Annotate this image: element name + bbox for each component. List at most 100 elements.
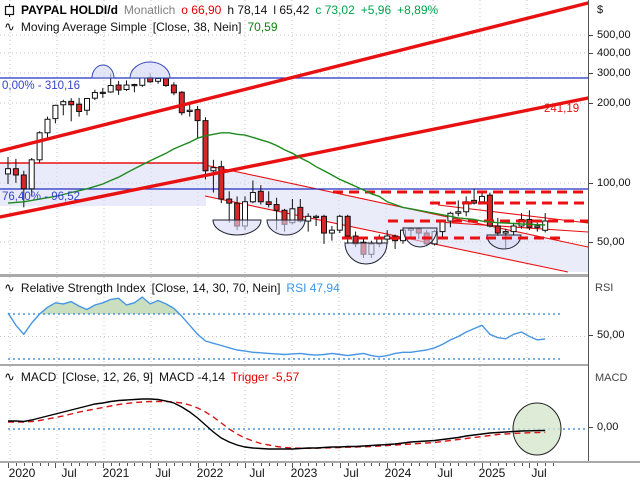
time-tick-mark	[173, 463, 175, 466]
time-tick-mark	[31, 463, 33, 466]
indicator-wave-icon: ∿	[4, 369, 15, 384]
axis-tick-mark	[589, 103, 593, 104]
time-tick-mark	[489, 463, 491, 466]
price-tick-label: 400,00	[597, 47, 631, 59]
time-tick-mark	[450, 463, 452, 466]
time-tick-mark	[181, 463, 183, 466]
time-tick-mark	[118, 463, 120, 466]
axis-tick-mark	[589, 242, 593, 243]
time-tick-label: Jul	[343, 466, 359, 480]
panel-divider[interactable]	[0, 274, 588, 277]
time-tick-mark	[197, 463, 199, 468]
time-axis[interactable]: 2020 Jul 2021 Jul 2022 Jul 2023 Jul 2024 Jul 2025 J…	[0, 461, 640, 480]
sma-params: [Close, 38, Nein]	[152, 20, 242, 34]
time-tick-mark	[505, 463, 507, 466]
time-tick-label: Jul	[249, 466, 265, 480]
time-tick-mark	[268, 463, 270, 466]
time-tick-mark	[316, 463, 318, 466]
time-tick-mark	[39, 463, 41, 466]
time-tick-mark	[221, 463, 223, 466]
axis-tick-mark	[589, 35, 593, 36]
time-tick-label: Jul	[155, 466, 171, 480]
sma-value: 70,59	[247, 20, 278, 34]
time-tick-mark	[395, 463, 397, 466]
time-tick-mark	[292, 463, 294, 468]
time-tick-mark	[71, 463, 73, 466]
price-axis[interactable]: $500,00 400,00 300,00 200,00 100,00 50,00 RSI 5…	[588, 0, 640, 461]
trendline-value-label: 241,19	[544, 103, 580, 115]
change-value: +5,96	[360, 3, 392, 17]
panel-divider[interactable]	[0, 364, 588, 366]
instrument-legend-row[interactable]: PAYPAL HOLDI/d Monatlich o 66,90 h 78,14…	[4, 3, 438, 17]
low-value: l 65,42	[273, 3, 310, 17]
time-tick-mark	[442, 463, 444, 466]
time-tick-mark	[355, 463, 357, 466]
time-tick-mark	[205, 463, 207, 466]
time-tick-label: 2021	[102, 466, 130, 480]
time-tick-mark	[15, 463, 17, 466]
time-tick-label: 2020	[8, 466, 36, 480]
rsi-panel[interactable]	[0, 277, 588, 364]
time-tick-mark	[237, 463, 239, 466]
macd-legend-row[interactable]: ∿ MACD [Close, 12, 26, 9] MACD -4,14 Tri…	[4, 369, 299, 385]
macd-trigger-value: Trigger -5,57	[231, 370, 300, 384]
time-tick-mark	[158, 463, 160, 466]
time-tick-mark	[497, 463, 499, 466]
time-tick-label: Jul	[61, 466, 77, 480]
time-tick-mark	[347, 463, 349, 466]
time-tick-mark	[410, 463, 412, 466]
macd-params: [Close, 12, 26, 9]	[62, 370, 153, 384]
open-value: o 66,90	[181, 3, 222, 17]
macd-value: MACD -4,14	[158, 370, 226, 384]
time-tick-mark	[134, 463, 136, 466]
period-label: Monatlich	[123, 3, 176, 17]
indicator-wave-icon: ∿	[4, 280, 15, 295]
rsi-legend-row[interactable]: ∿ Relative Strength Index [Close, 14, 30…	[4, 280, 340, 296]
time-tick-mark	[529, 463, 531, 468]
high-value: h 78,14	[227, 3, 268, 17]
price-tick-label: 100,00	[597, 177, 631, 189]
time-tick-label: Jul	[531, 466, 547, 480]
indicator-wave-icon: ∿	[4, 19, 15, 34]
fib-764-label: 76,40% - 96,52	[2, 191, 81, 203]
time-tick-mark	[63, 463, 65, 466]
rsi-name: Relative Strength Index	[20, 281, 146, 295]
time-tick-mark	[379, 463, 381, 466]
time-tick-mark	[308, 463, 310, 466]
time-tick-mark	[537, 463, 539, 466]
macd-panel[interactable]	[0, 366, 588, 461]
axis-tick-mark	[589, 53, 593, 54]
time-tick-mark	[87, 463, 88, 466]
time-tick-mark	[482, 463, 483, 468]
time-tick-mark	[371, 463, 373, 466]
rsi-value: RSI 47,94	[286, 281, 340, 295]
time-tick-mark	[466, 463, 468, 466]
change-pct-value: +8,89%	[397, 3, 439, 17]
time-tick-mark	[94, 463, 96, 466]
time-tick-mark	[110, 463, 112, 466]
time-tick-mark	[403, 463, 404, 466]
time-tick-mark	[331, 463, 333, 466]
time-tick-label: 2023	[290, 466, 318, 480]
time-tick-mark	[166, 463, 167, 466]
time-tick-mark	[434, 463, 436, 468]
time-tick-mark	[252, 463, 254, 466]
time-tick-mark	[553, 463, 555, 466]
rsi-tick-label: 50,00	[597, 329, 625, 341]
currency-label: $	[597, 4, 604, 16]
price-tick-label: 300,00	[597, 67, 631, 79]
time-tick-mark	[513, 463, 515, 466]
sma-legend-row[interactable]: ∿ Moving Average Simple [Close, 38, Nein…	[4, 19, 278, 35]
price-tick-label: 50,00	[597, 236, 625, 248]
rsi-axis-title: RSI	[595, 282, 614, 294]
candlestick-icon	[4, 3, 15, 17]
time-tick-mark	[521, 463, 523, 466]
fib-0-label: 0,00% - 310,16	[2, 80, 81, 92]
time-tick-mark	[339, 463, 341, 468]
main-chart-panel[interactable]	[0, 0, 588, 274]
time-tick-mark	[79, 463, 81, 466]
time-tick-mark	[324, 463, 325, 466]
axis-tick-mark	[589, 335, 593, 336]
time-tick-mark	[150, 463, 152, 468]
